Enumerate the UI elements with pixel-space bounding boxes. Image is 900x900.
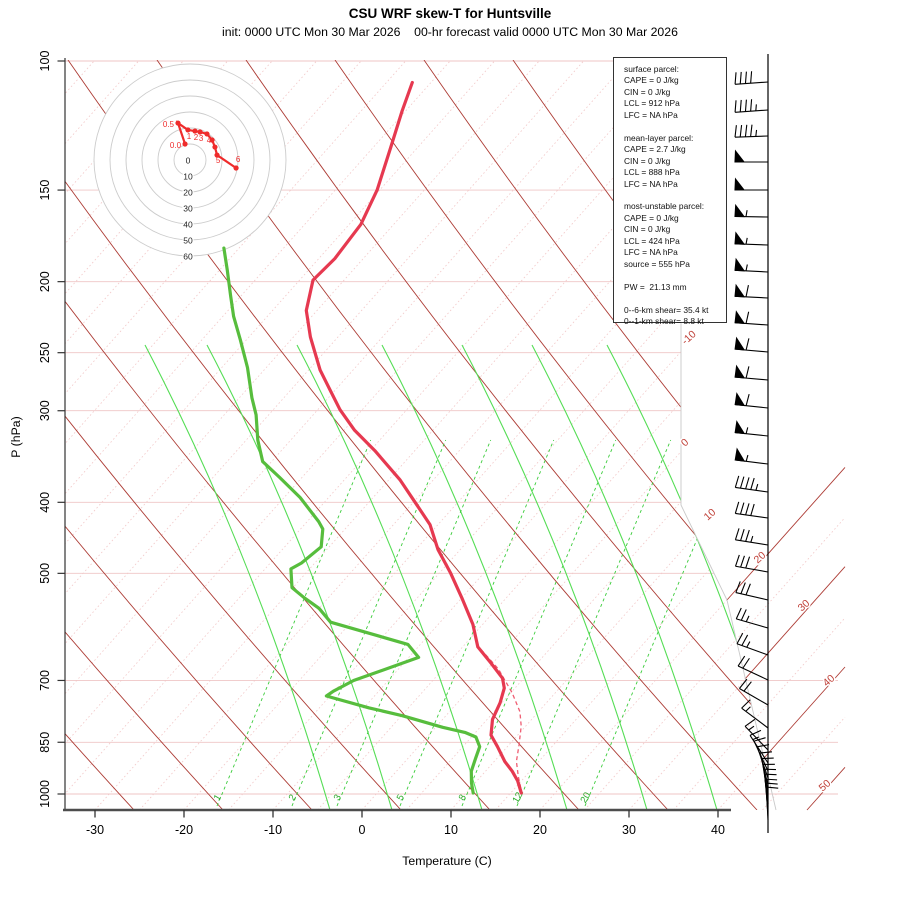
svg-text:20: 20 <box>752 549 769 566</box>
svg-text:50: 50 <box>817 777 834 794</box>
svg-text:-30: -30 <box>86 823 104 837</box>
svg-text:10: 10 <box>183 172 193 182</box>
svg-text:6: 6 <box>236 155 241 164</box>
isotherm-extensions <box>726 467 846 811</box>
svg-text:0: 0 <box>359 823 366 837</box>
info-line <box>624 121 726 132</box>
hodograph-trace <box>175 120 237 169</box>
info-line: LFC = NA hPa <box>624 178 678 189</box>
dry-adiabats <box>65 60 776 810</box>
svg-text:0.0: 0.0 <box>170 141 182 150</box>
info-line: 0--6-km shear= 35.4 kt <box>624 304 709 315</box>
svg-text:40: 40 <box>711 823 725 837</box>
svg-text:300: 300 <box>38 400 52 421</box>
info-line: LFC = NA hPa <box>624 247 678 258</box>
svg-text:250: 250 <box>38 342 52 363</box>
svg-text:150: 150 <box>38 180 52 201</box>
svg-text:-10: -10 <box>679 328 698 347</box>
svg-text:40: 40 <box>821 672 838 689</box>
svg-text:3: 3 <box>199 134 204 143</box>
svg-text:20: 20 <box>578 790 593 805</box>
svg-text:5: 5 <box>216 156 221 165</box>
svg-text:10: 10 <box>702 506 719 523</box>
info-line: CAPE = 0 J/kg <box>624 212 679 223</box>
svg-text:1: 1 <box>187 132 192 141</box>
info-line: most-unstable parcel: <box>624 201 705 212</box>
chart-title: CSU WRF skew-T for Huntsville <box>348 6 552 21</box>
svg-text:20: 20 <box>533 823 547 837</box>
svg-text:40: 40 <box>183 220 193 230</box>
temperature-curve <box>304 80 523 795</box>
svg-text:1000: 1000 <box>38 780 52 808</box>
moist-adiabats <box>144 344 776 810</box>
mixing-ratio-labels: 1 2 3 5 8 12 20 <box>212 790 593 805</box>
svg-text:400: 400 <box>38 492 52 513</box>
info-line: LCL = 912 hPa <box>624 98 680 109</box>
info-line: CIN = 0 J/kg <box>624 155 671 166</box>
svg-text:60: 60 <box>183 252 193 262</box>
svg-text:-10: -10 <box>264 823 282 837</box>
svg-text:200: 200 <box>38 271 52 292</box>
info-line: LFC = NA hPa <box>624 109 678 120</box>
svg-text:30: 30 <box>622 823 636 837</box>
wind-barbs <box>734 54 779 833</box>
svg-text:1: 1 <box>212 793 224 803</box>
svg-text:30: 30 <box>796 597 813 614</box>
info-line <box>624 270 726 281</box>
svg-text:20: 20 <box>183 188 193 198</box>
sounding-profiles <box>222 80 523 795</box>
dewpoint-curve <box>222 246 482 795</box>
svg-text:700: 700 <box>38 670 52 691</box>
info-line <box>624 293 726 304</box>
svg-text:500: 500 <box>38 563 52 584</box>
info-line: PW = 21.13 mm <box>624 281 687 292</box>
svg-text:3: 3 <box>332 793 344 803</box>
svg-text:10: 10 <box>444 823 458 837</box>
info-line: LCL = 424 hPa <box>624 235 680 246</box>
parcel-info-box: surface parcel: CAPE = 0 J/kg CIN = 0 J/kg… <box>613 57 727 326</box>
svg-text:2: 2 <box>194 133 199 142</box>
info-line: surface parcel: <box>624 64 679 74</box>
hodograph: 0 10 20 30 40 50 60 0.0 0.5 1 2 3 4 5 6 <box>93 63 287 263</box>
svg-text:5: 5 <box>395 793 407 803</box>
svg-text:0: 0 <box>186 156 191 166</box>
svg-text:-20: -20 <box>175 823 193 837</box>
info-line: CIN = 0 J/kg <box>624 224 671 235</box>
svg-text:8: 8 <box>457 793 469 803</box>
info-line <box>624 190 726 201</box>
svg-text:100: 100 <box>38 51 52 72</box>
chart-subtitle: init: 0000 UTC Mon 30 Mar 2026 00-hr for… <box>222 25 678 39</box>
info-line: source = 555 hPa <box>624 258 690 269</box>
info-line: 0--1-km shear= 8.8 kt <box>624 315 704 326</box>
svg-text:850: 850 <box>38 732 52 753</box>
info-line: LCL = 888 hPa <box>624 167 680 178</box>
info-line: CAPE = 2.7 J/kg <box>624 144 686 155</box>
info-line: CAPE = 0 J/kg <box>624 75 679 86</box>
info-line: mean-layer parcel: <box>624 132 694 143</box>
svg-text:30: 30 <box>183 204 193 214</box>
svg-text:4: 4 <box>207 136 212 145</box>
info-line: CIN = 0 J/kg <box>624 86 671 97</box>
svg-text:2: 2 <box>287 793 299 803</box>
y-axis-label: P (hPa) <box>9 416 23 458</box>
svg-text:0.5: 0.5 <box>163 120 175 129</box>
x-axis-label: Temperature (C) <box>402 854 492 868</box>
svg-text:50: 50 <box>183 236 193 246</box>
